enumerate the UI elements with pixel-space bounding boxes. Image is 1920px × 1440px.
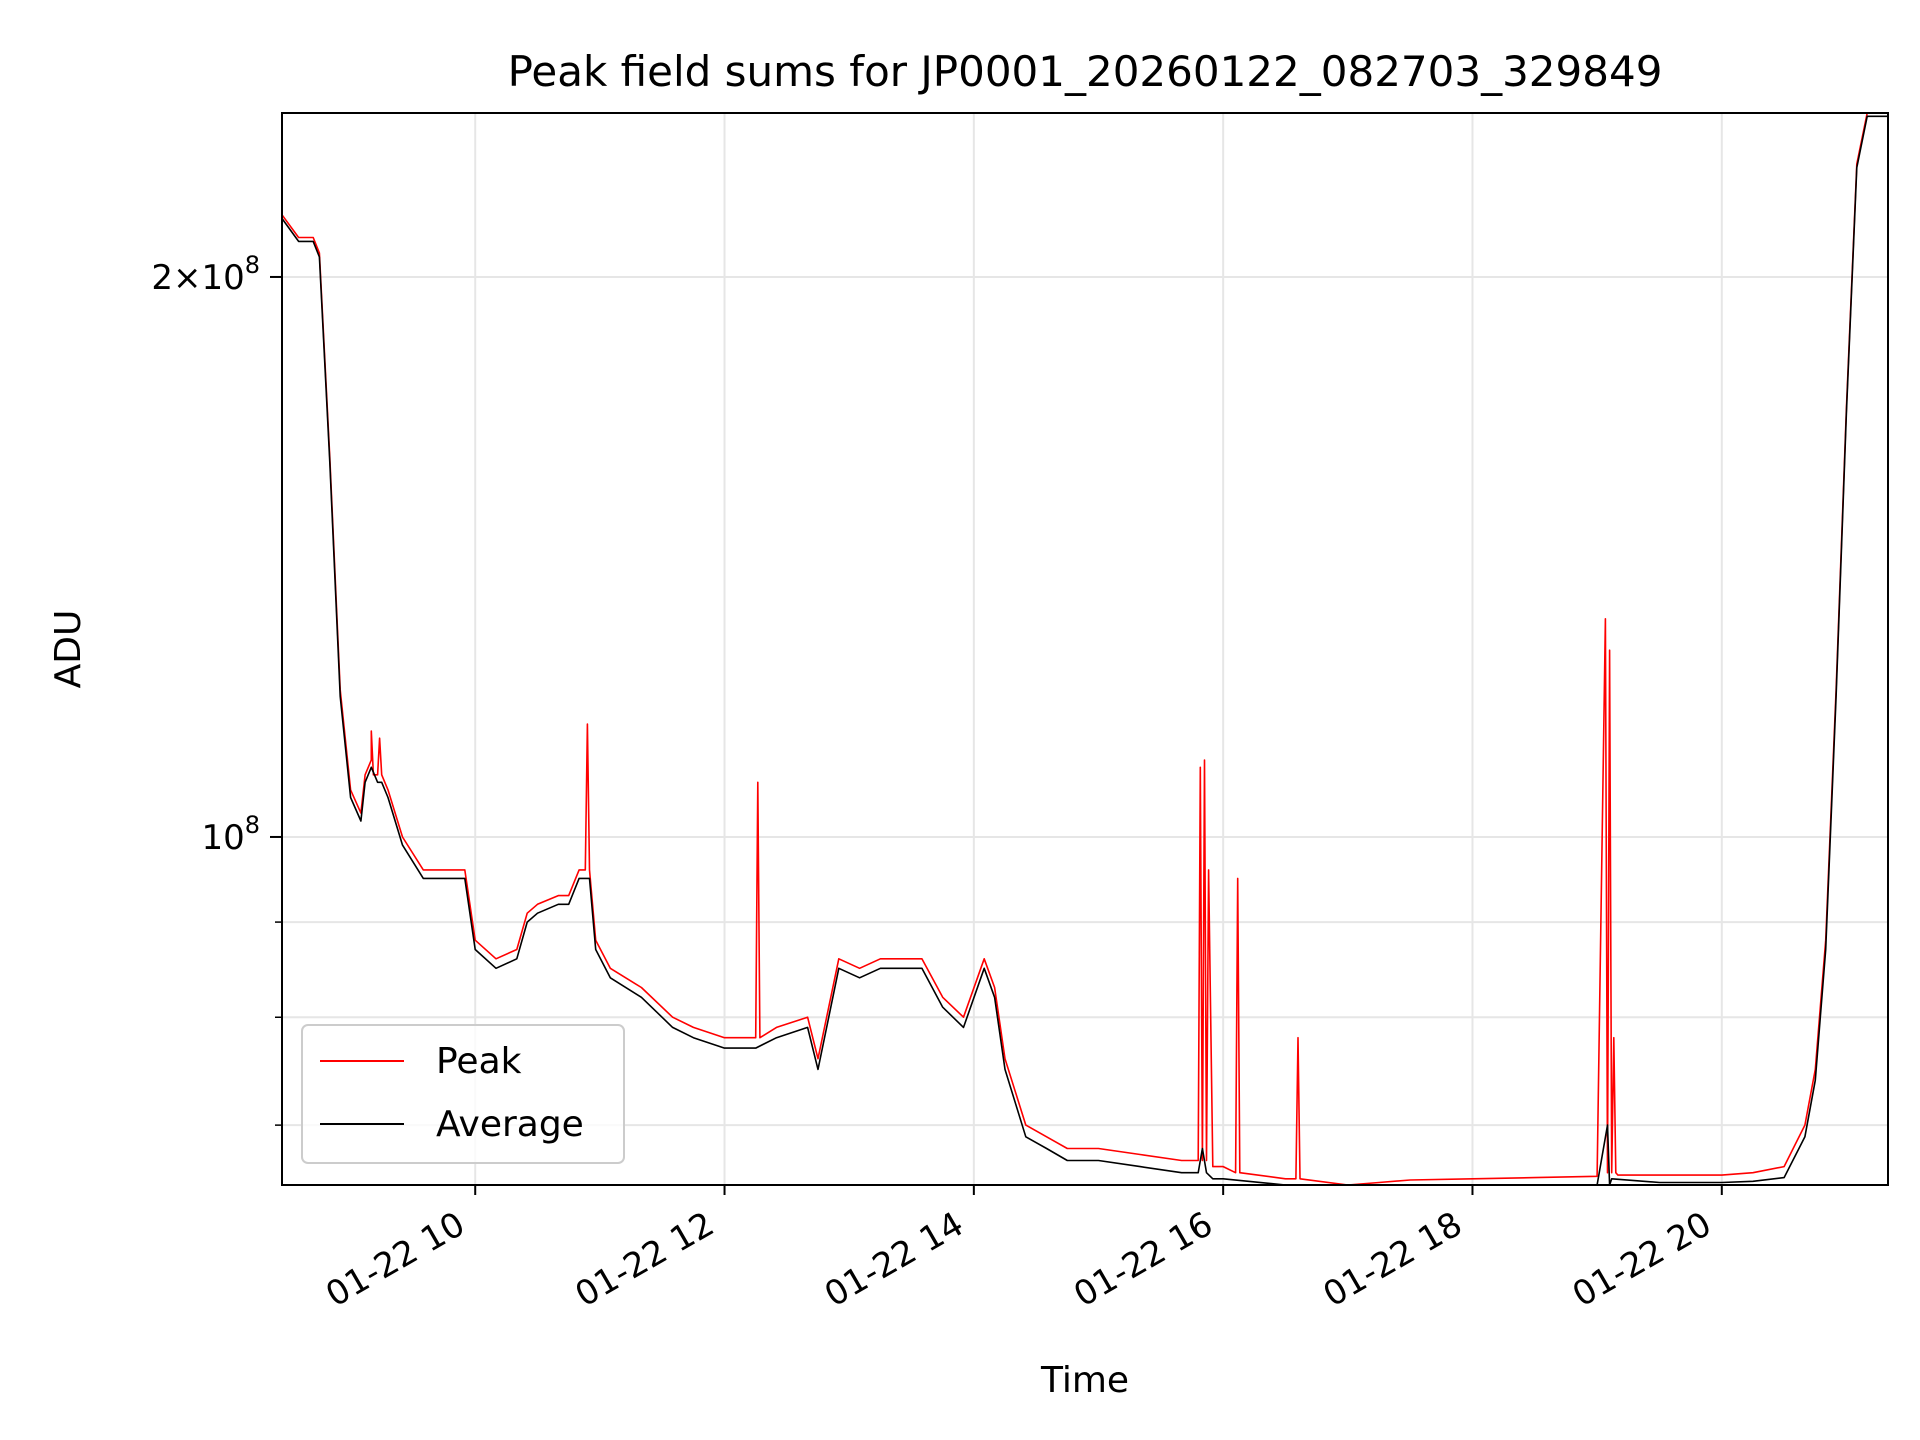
legend-label-peak: Peak [436,1041,522,1082]
legend-label-average: Average [436,1104,584,1145]
legend: Peak Average [301,1024,625,1164]
plot-frame [281,112,1889,1186]
x-axis-label: Time [1040,1360,1129,1401]
legend-box [301,1024,625,1164]
y-tick-label: 108 [201,811,260,858]
series-line-peak [282,113,1888,1185]
y-tick-label: 2×108 [151,251,260,298]
y-axis: 108 2×108 [151,251,282,1126]
series-line-average [282,115,1888,1185]
chart-title: Peak field sums for JP0001_20260122_0827… [508,47,1663,96]
series-layer [282,113,1888,1185]
y-axis-label: ADU [48,610,89,689]
